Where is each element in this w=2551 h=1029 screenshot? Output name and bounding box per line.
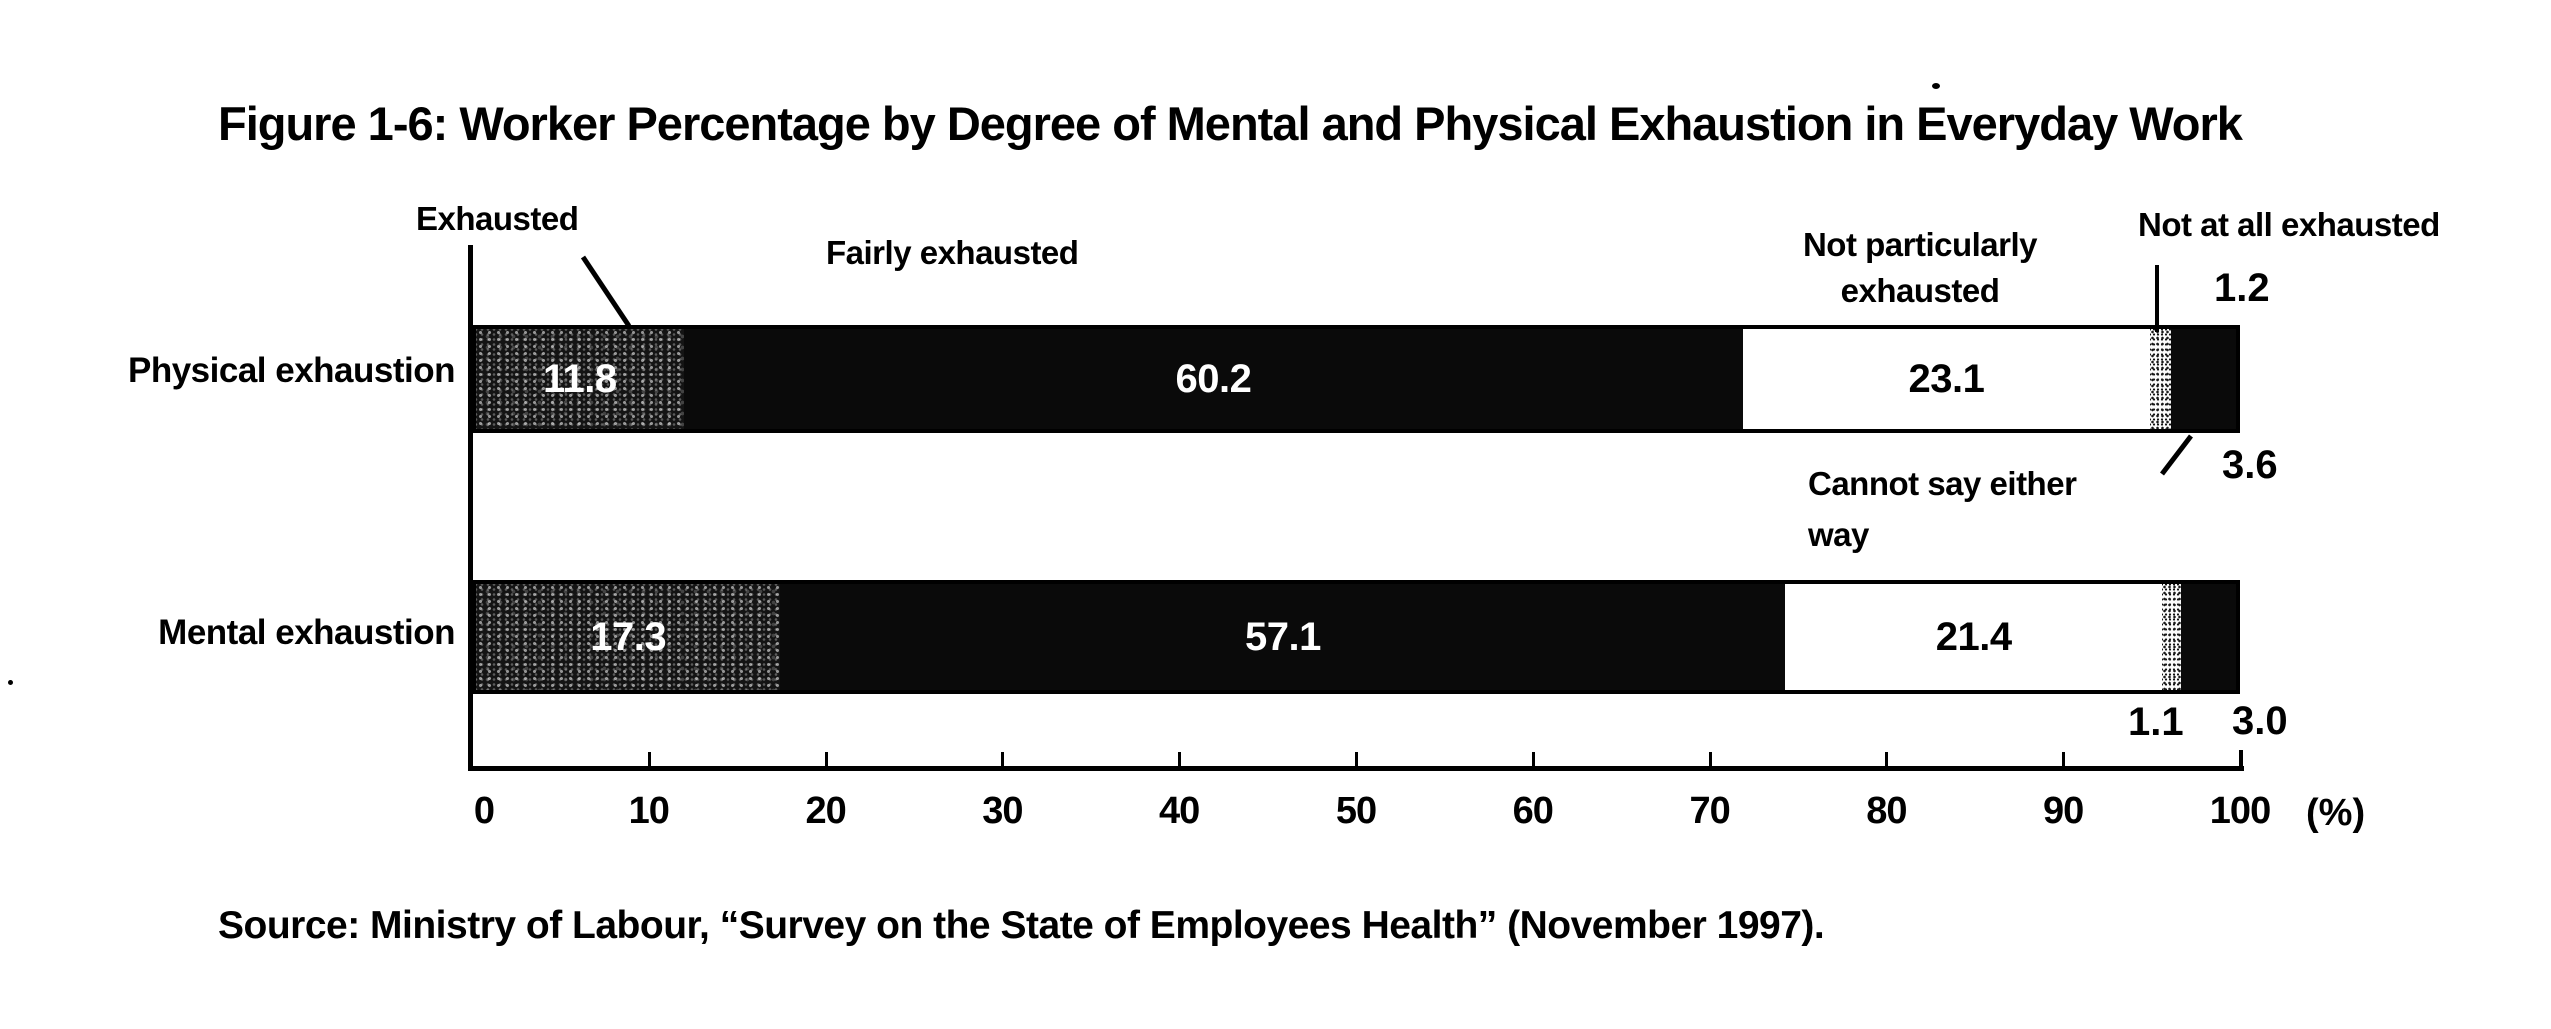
x-tick-80: [1885, 752, 1889, 766]
category-label-physical-exhaustion: Physical exhaustion: [127, 351, 456, 390]
bar-segment-cannot-say-either-way: [2170, 329, 2236, 429]
value-mental-cannot-say: 3.0: [2232, 699, 2288, 743]
x-tick-20: [824, 752, 828, 766]
x-axis-ticks: 0 10 20 30 40 50 60 70 80 90 100: [472, 750, 2271, 840]
segment-value: 11.8: [543, 356, 617, 401]
figure-title: Figure 1-6: Worker Percentage by Degree …: [218, 97, 2243, 150]
x-tick-40: [1178, 752, 1182, 766]
segment-value: 57.1: [1245, 614, 1321, 659]
segment-value: 23.1: [1908, 356, 1985, 401]
y-axis-spine: [468, 245, 473, 770]
bar-segment-not-at-all-exhausted: [2149, 329, 2171, 429]
x-tick-50: [1355, 752, 1358, 766]
x-tick-100: [2239, 750, 2243, 766]
x-tick-label-100: 100: [2209, 790, 2271, 832]
x-tick-label-90: 90: [2043, 790, 2084, 832]
bar-segment-not-at-all-exhausted: [2162, 584, 2182, 690]
x-tick-10: [647, 752, 651, 766]
x-axis-line: [468, 766, 2244, 771]
annotation-not-particularly-exhausted: Not particularly exhausted: [1802, 226, 2038, 310]
source-note: Source: Ministry of Labour, “Survey on t…: [218, 904, 1825, 947]
bar-segment-exhausted: 17.3: [476, 584, 781, 690]
annotation-not-at-all-exhausted: Not at all exhausted: [2138, 206, 2440, 243]
value-physical-cannot-say: 3.6: [2222, 443, 2278, 487]
scan-artifact-dot: [8, 680, 13, 685]
annotation-fairly-exhausted: Fairly exhausted: [826, 234, 1079, 271]
x-tick-label-50: 50: [1335, 790, 1377, 832]
bar-physical-exhaustion: 11.8 60.2 23.1: [472, 325, 2240, 433]
x-tick-label-10: 10: [628, 790, 670, 832]
x-tick-30: [1001, 752, 1005, 766]
value-physical-not-at-all: 1.2: [2214, 266, 2270, 310]
x-tick-label-40: 40: [1159, 790, 1200, 832]
x-tick-label-20: 20: [805, 790, 846, 832]
bar-segment-fairly-exhausted: 60.2: [683, 329, 1744, 429]
x-tick-label-70: 70: [1689, 790, 1730, 832]
bar-segment-cannot-say-either-way: [2181, 584, 2236, 690]
x-axis-unit-label: (%): [2306, 792, 2366, 834]
value-mental-not-at-all: 1.1: [2128, 700, 2184, 744]
annotation-cannot-say-either-way: Cannot say either way: [1808, 465, 2077, 554]
x-tick-60: [1531, 752, 1535, 766]
segment-value: 21.4: [1935, 614, 2012, 659]
leader-exhausted: [580, 255, 632, 328]
annotation-exhausted: Exhausted: [416, 200, 579, 237]
x-tick-label-30: 30: [982, 790, 1023, 832]
x-tick-label-60: 60: [1512, 790, 1554, 832]
segment-value: 17.3: [590, 614, 667, 659]
bar-segment-fairly-exhausted: 57.1: [780, 584, 1786, 690]
scan-artifact-dot: [1932, 83, 1940, 89]
segment-value: 60.2: [1175, 356, 1252, 401]
leader-cannot-say: [2160, 434, 2193, 476]
x-tick-90: [2062, 752, 2066, 766]
category-label-mental-exhaustion: Mental exhaustion: [158, 613, 455, 652]
bar-mental-exhaustion: 17.3 57.1 21.4: [472, 580, 2240, 694]
bar-segment-exhausted: 11.8: [476, 329, 684, 429]
bar-segment-not-particularly-exhausted: 23.1: [1743, 329, 2150, 429]
x-tick-label-0: 0: [473, 790, 495, 832]
x-tick-70: [1708, 752, 1712, 766]
x-tick-label-80: 80: [1866, 790, 1907, 832]
bar-segment-not-particularly-exhausted: 21.4: [1785, 584, 2163, 690]
